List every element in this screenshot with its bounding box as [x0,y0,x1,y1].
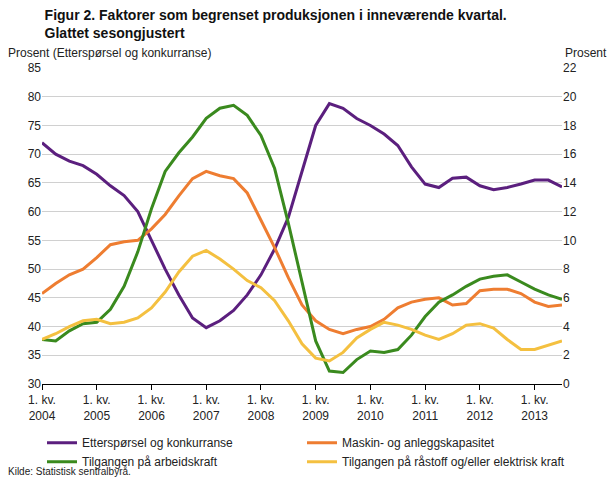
svg-text:18: 18 [563,119,577,133]
svg-text:0: 0 [563,377,570,391]
svg-text:Tilgangen på råstoff og/eller: Tilgangen på råstoff og/eller elektrisk … [342,455,565,469]
svg-text:14: 14 [563,176,577,190]
svg-text:Prosent: Prosent [565,46,607,60]
svg-text:12: 12 [563,205,577,219]
svg-text:2: 2 [563,348,570,362]
svg-text:6: 6 [563,291,570,305]
svg-text:30: 30 [28,377,42,391]
svg-text:1. kv.2007: 1. kv.2007 [192,393,220,423]
svg-text:50: 50 [28,262,42,276]
svg-text:45: 45 [28,291,42,305]
svg-text:10: 10 [563,234,577,248]
svg-text:Kilde: Statistisk sentralbyrå.: Kilde: Statistisk sentralbyrå. [8,466,131,477]
svg-text:8: 8 [563,262,570,276]
svg-text:Maskin- og anleggskapasitet: Maskin- og anleggskapasitet [342,436,495,450]
svg-text:35: 35 [28,348,42,362]
svg-text:55: 55 [28,234,42,248]
svg-text:60: 60 [28,205,42,219]
svg-text:22: 22 [563,61,577,75]
svg-text:85: 85 [28,61,42,75]
svg-text:1. kv.2011: 1. kv.2011 [411,393,439,423]
svg-text:1. kv.2013: 1. kv.2013 [521,393,549,423]
svg-text:40: 40 [28,320,42,334]
svg-text:1. kv.2008: 1. kv.2008 [247,393,275,423]
svg-text:1. kv.2009: 1. kv.2009 [302,393,330,423]
svg-text:70: 70 [28,147,42,161]
svg-text:4: 4 [563,320,570,334]
svg-text:80: 80 [28,90,42,104]
svg-text:1. kv.2004: 1. kv.2004 [28,393,56,423]
svg-text:16: 16 [563,147,577,161]
svg-text:65: 65 [28,176,42,190]
svg-text:Prosent (Etterspørsel og konku: Prosent (Etterspørsel og konkurranse) [8,46,211,60]
svg-text:1. kv.2005: 1. kv.2005 [83,393,111,423]
svg-text:75: 75 [28,119,42,133]
svg-text:1. kv.2010: 1. kv.2010 [357,393,385,423]
svg-text:Etterspørsel og konkurranse: Etterspørsel og konkurranse [82,436,233,450]
svg-text:20: 20 [563,90,577,104]
svg-text:1. kv.2006: 1. kv.2006 [138,393,166,423]
svg-text:Figur 2. Faktorer som begrense: Figur 2. Faktorer som begrenset produksj… [45,7,507,41]
svg-text:Tilgangen på arbeidskraft: Tilgangen på arbeidskraft [82,455,218,469]
svg-text:1. kv.2012: 1. kv.2012 [466,393,494,423]
